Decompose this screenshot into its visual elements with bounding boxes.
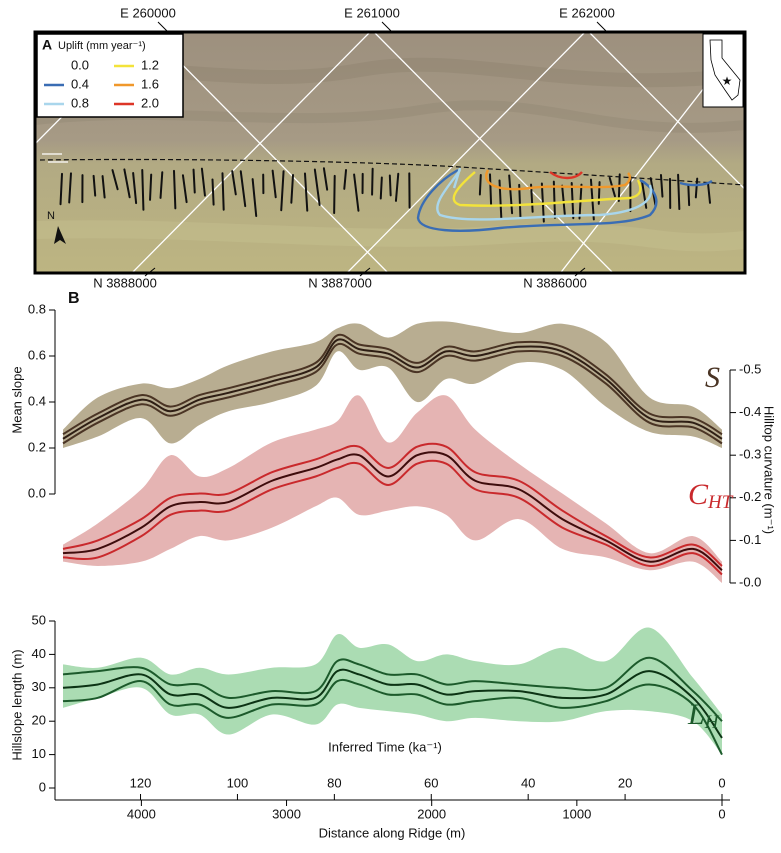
drainage-line <box>194 170 195 193</box>
x2-tick-label: 120 <box>130 775 152 790</box>
y-tick-label: 0.8 <box>28 301 46 316</box>
x-tick-label: 0 <box>718 806 725 821</box>
legend-label: 2.0 <box>141 95 159 110</box>
y-tick-label: -0.4 <box>739 404 761 419</box>
inset-star: ★ <box>722 74 733 88</box>
easting-label: E 260000 <box>120 5 176 20</box>
north-label: N <box>47 210 55 222</box>
y-axis-title: Hilltop curvature (m⁻¹) <box>762 406 777 534</box>
series-label: CHT <box>688 478 734 513</box>
drainage-line <box>696 179 697 198</box>
drainage-line <box>490 174 491 205</box>
series-label: LH <box>687 698 720 733</box>
y-axis-title: Mean slope <box>9 366 24 433</box>
drainage-line <box>678 175 679 209</box>
legend-label: 0.4 <box>71 76 89 91</box>
y-tick-label: 0.4 <box>28 393 46 408</box>
y-tick-label: 20 <box>32 713 46 728</box>
y-axis-title: Hillslope length (m) <box>9 649 24 760</box>
x-tick-label: 1000 <box>562 806 591 821</box>
figure: A Uplift (mm year⁻¹) 0.00.40.81.21.62.0 … <box>0 0 781 848</box>
x2-tick-label: 0 <box>718 775 725 790</box>
band <box>63 321 722 448</box>
northing-label: N 3888000 <box>93 275 157 290</box>
series-label-sub: H <box>704 712 720 733</box>
y-tick-label: 0.0 <box>28 485 46 500</box>
easting-label: E 261000 <box>344 5 400 20</box>
chart-panel: B 0.0 0.2 0.4 0.6 0.8 Mean slope S -0.0 -0.1 -0.2… <box>9 290 776 840</box>
y-tick-label: -0.1 <box>739 532 761 547</box>
easting-label: E 262000 <box>559 5 615 20</box>
y-tick-label: 30 <box>32 679 46 694</box>
x2-tick-label: 80 <box>327 775 341 790</box>
page: { "map": { "panel_label": "A", "legend_t… <box>0 0 781 848</box>
y-tick-label: -0.0 <box>739 574 761 589</box>
legend-title: Uplift (mm year⁻¹) <box>58 40 146 52</box>
legend-label: 1.6 <box>141 76 159 91</box>
panel-label: B <box>68 290 80 307</box>
drainage-line <box>174 171 175 208</box>
y-tick-label: 0.2 <box>28 439 46 454</box>
legend-label: 1.2 <box>141 57 159 72</box>
drainage-line <box>480 175 481 195</box>
band <box>63 628 722 755</box>
x-tick-label: 3000 <box>272 806 301 821</box>
drainage-line <box>222 173 223 209</box>
map-panel: A Uplift (mm year⁻¹) 0.00.40.81.21.62.0 … <box>0 0 781 290</box>
x2-tick-label: 100 <box>227 775 249 790</box>
x-axis-title: Distance along Ridge (m) <box>319 825 466 840</box>
drainage-line <box>334 176 335 213</box>
x2-tick-label: 20 <box>618 775 632 790</box>
series-label-main: C <box>688 478 709 511</box>
northing-label: N 3886000 <box>523 275 587 290</box>
y-tick-label: -0.5 <box>739 361 761 376</box>
series-label-main: L <box>687 698 705 731</box>
series-label-sub: HT <box>707 492 734 513</box>
y-tick-label: -0.3 <box>739 447 761 462</box>
y-tick-label: 50 <box>32 612 46 627</box>
x2-axis-title: Inferred Time (ka⁻¹) <box>328 739 442 754</box>
x-tick-label: 2000 <box>417 806 446 821</box>
series-label-main: S <box>705 361 720 394</box>
drainage-line <box>381 177 382 198</box>
legend-label: 0.0 <box>71 57 89 72</box>
y-tick-label: -0.2 <box>739 489 761 504</box>
y-tick-label: 0 <box>39 779 46 794</box>
x2-tick-label: 40 <box>521 775 535 790</box>
x2-tick-label: 60 <box>424 775 438 790</box>
drainage-line <box>142 170 143 210</box>
series-label: S <box>705 361 720 394</box>
drainage-line <box>372 169 373 195</box>
panel-label: A <box>42 37 52 53</box>
drainage-line <box>390 175 391 195</box>
y-tick-label: 40 <box>32 646 46 661</box>
grid-line <box>0 115 35 280</box>
x-tick-label: 4000 <box>127 806 156 821</box>
legend-label: 0.8 <box>71 95 89 110</box>
drainage-line <box>150 175 151 200</box>
y-tick-label: 0.6 <box>28 347 46 362</box>
y-tick-label: 10 <box>32 746 46 761</box>
northing-label: N 3887000 <box>308 275 372 290</box>
drainage-line <box>688 185 689 205</box>
drainage-line <box>619 174 620 201</box>
drainage-line <box>212 179 213 204</box>
